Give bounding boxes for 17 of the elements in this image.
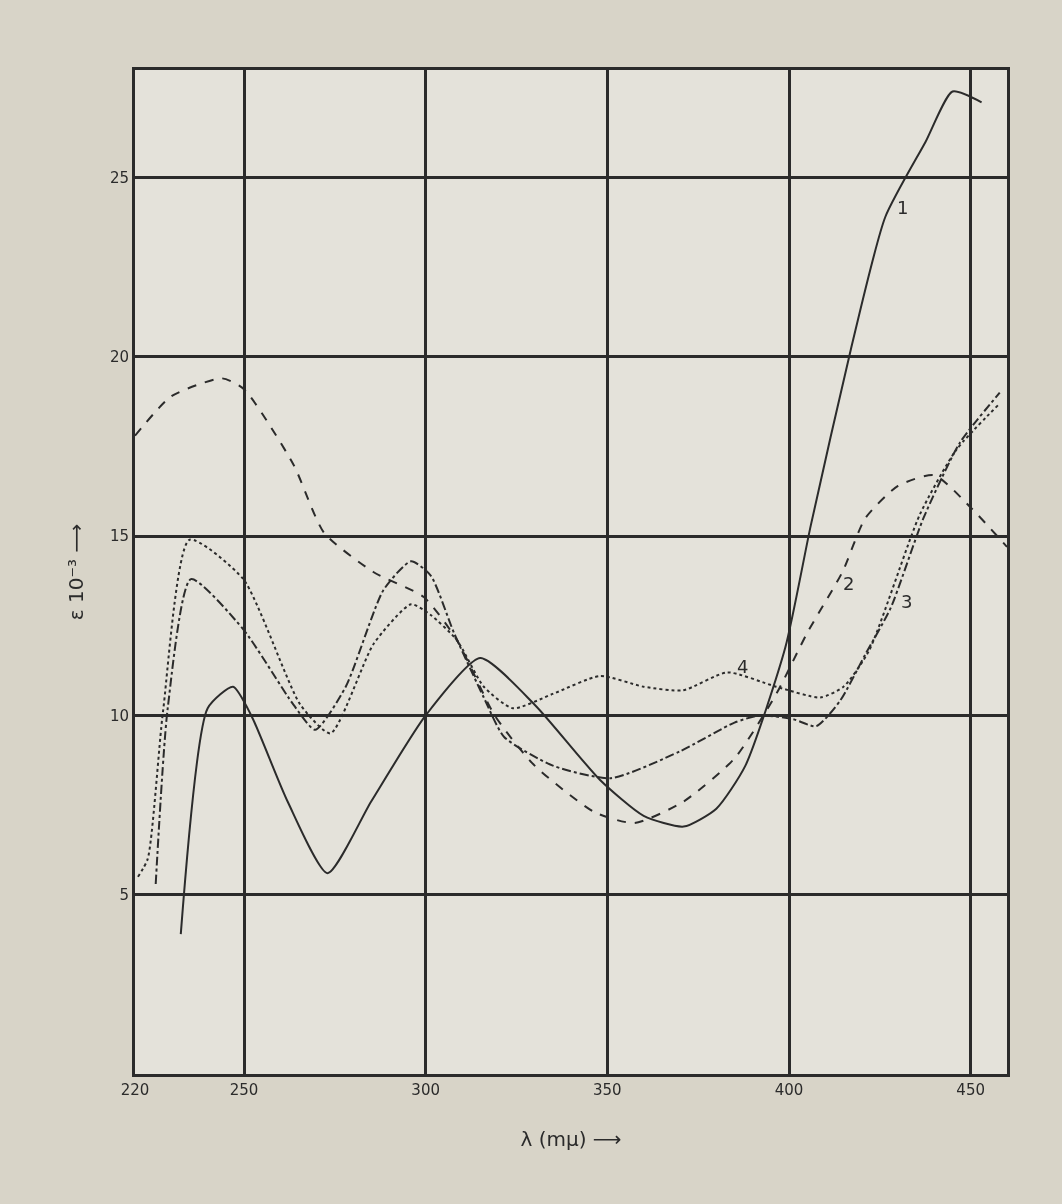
- annotation: 1: [897, 197, 909, 218]
- x-axis-title: λ (mμ) ⟶: [520, 1127, 622, 1151]
- x-tick-label: 400: [774, 1081, 804, 1099]
- x-tick-label: 300: [411, 1081, 440, 1099]
- annotation: 2: [843, 573, 855, 594]
- y-tick-label: 25: [109, 168, 129, 187]
- x-tick-label: 450: [956, 1081, 985, 1099]
- annotation: 3: [901, 591, 913, 612]
- y-tick-label: 5: [119, 885, 129, 904]
- annotation: 4: [737, 656, 749, 677]
- y-tick-label: 10: [109, 706, 129, 725]
- x-tick-label: 350: [593, 1081, 622, 1099]
- x-tick-label: 250: [229, 1081, 259, 1099]
- y-tick-label: 15: [109, 527, 129, 546]
- y-axis-title: ε 10⁻³ ⟶: [64, 523, 88, 621]
- y-tick-label: 20: [109, 348, 129, 367]
- x-tick-label: 220: [120, 1081, 150, 1099]
